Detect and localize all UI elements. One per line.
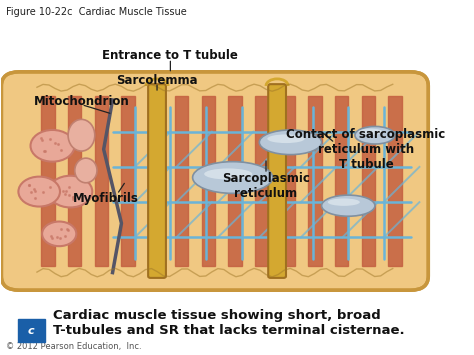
Text: c: c: [28, 326, 35, 336]
Ellipse shape: [42, 222, 76, 246]
Polygon shape: [362, 97, 375, 266]
Polygon shape: [175, 97, 188, 266]
Polygon shape: [41, 97, 55, 266]
FancyBboxPatch shape: [268, 84, 286, 278]
Ellipse shape: [192, 162, 273, 193]
Ellipse shape: [321, 195, 375, 216]
Text: Entrance to T tubule: Entrance to T tubule: [102, 49, 238, 62]
Polygon shape: [148, 97, 162, 266]
Polygon shape: [121, 97, 135, 266]
FancyBboxPatch shape: [1, 72, 428, 290]
Polygon shape: [68, 97, 82, 266]
Ellipse shape: [48, 176, 92, 207]
Ellipse shape: [75, 158, 97, 183]
Text: © 2012 Pearson Education,  Inc.: © 2012 Pearson Education, Inc.: [6, 342, 141, 351]
Text: Contact of sarcoplasmic
reticulum with
T tubule: Contact of sarcoplasmic reticulum with T…: [286, 128, 446, 171]
Ellipse shape: [328, 198, 360, 206]
Polygon shape: [255, 97, 268, 266]
FancyBboxPatch shape: [18, 320, 45, 342]
Text: Sarcoplasmic
reticulum: Sarcoplasmic reticulum: [222, 172, 310, 200]
Polygon shape: [308, 97, 321, 266]
Polygon shape: [201, 97, 215, 266]
Polygon shape: [335, 97, 348, 266]
Ellipse shape: [68, 119, 95, 151]
Ellipse shape: [18, 177, 60, 207]
Ellipse shape: [259, 130, 321, 155]
Ellipse shape: [355, 126, 395, 144]
Ellipse shape: [204, 168, 252, 180]
Ellipse shape: [30, 130, 74, 162]
Ellipse shape: [267, 135, 305, 143]
Text: Mitochondrion: Mitochondrion: [34, 95, 129, 108]
Text: Cardiac muscle tissue showing short, broad
T-tubules and SR that lacks terminal : Cardiac muscle tissue showing short, bro…: [53, 308, 404, 337]
Polygon shape: [228, 97, 242, 266]
Text: Myofibrils: Myofibrils: [73, 192, 139, 205]
Polygon shape: [388, 97, 401, 266]
FancyBboxPatch shape: [148, 84, 166, 278]
Text: Figure 10-22c  Cardiac Muscle Tissue: Figure 10-22c Cardiac Muscle Tissue: [6, 7, 187, 17]
Ellipse shape: [358, 129, 383, 135]
Text: Sarcolemma: Sarcolemma: [116, 74, 198, 87]
Polygon shape: [282, 97, 295, 266]
Polygon shape: [95, 97, 108, 266]
